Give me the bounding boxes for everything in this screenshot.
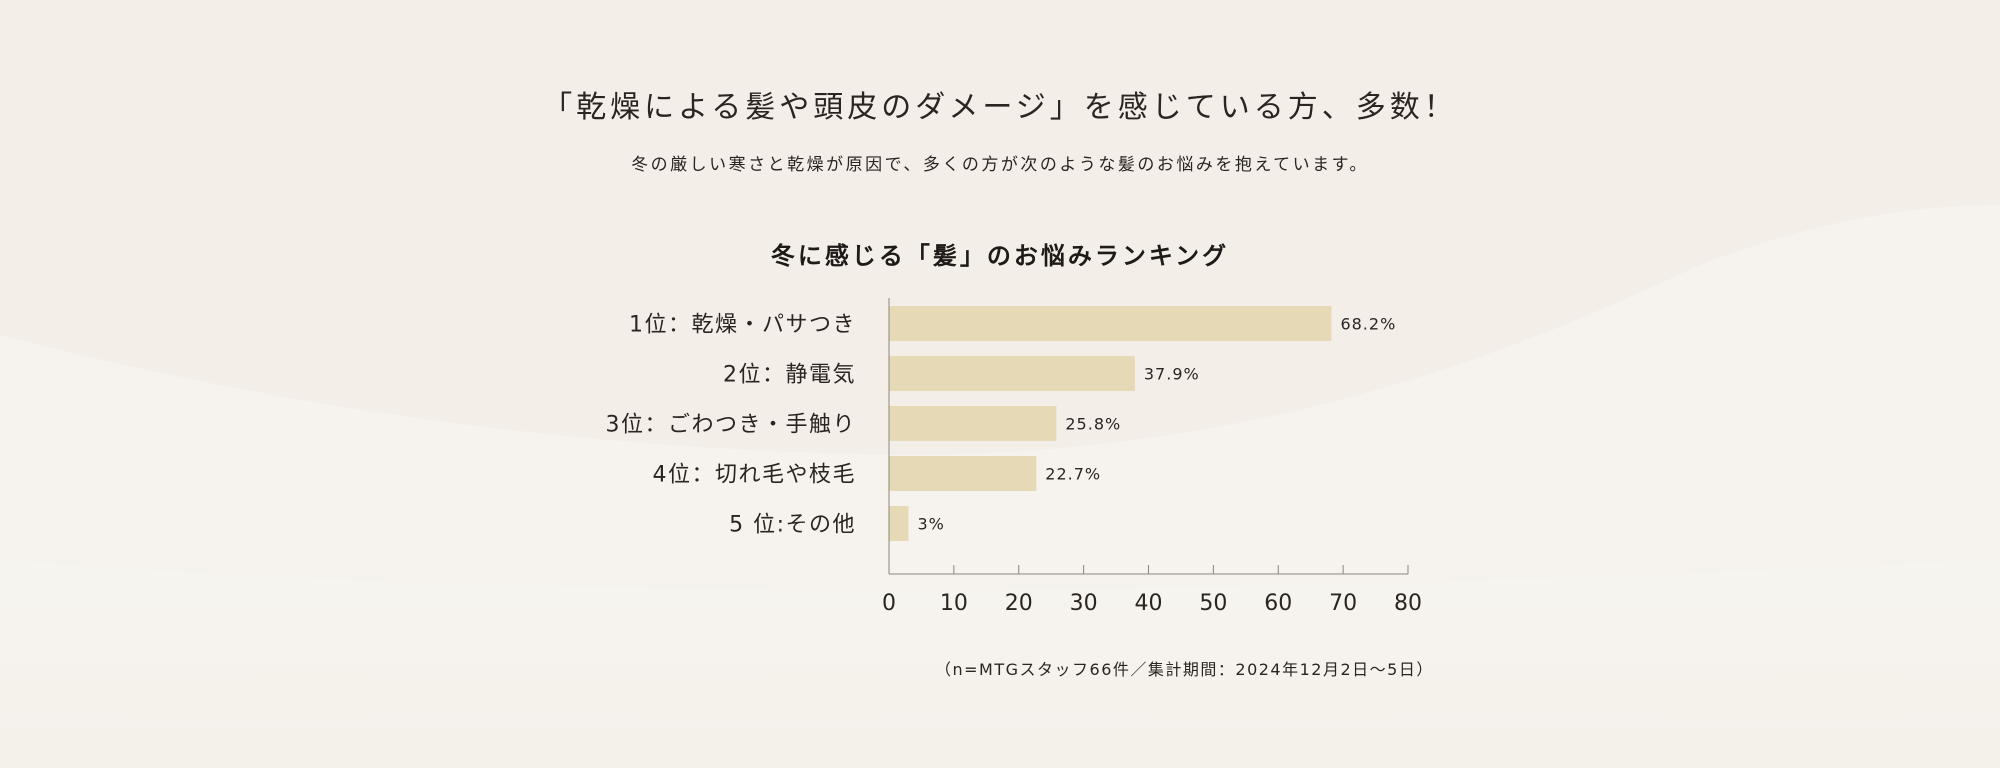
bar xyxy=(889,406,1057,441)
x-tick-label: 20 xyxy=(1005,591,1033,616)
x-tick-label: 40 xyxy=(1135,591,1163,616)
x-tick-label: 30 xyxy=(1070,591,1098,616)
x-tick-label: 0 xyxy=(882,591,896,616)
x-tick-label: 10 xyxy=(940,591,968,616)
subheadline: 冬の厳しい寒さと乾燥が原因で、多くの方が次のような髪のお悩みを抱えています。 xyxy=(631,155,1369,175)
survey-note: （n=MTGスタッフ66件／集計期間：2024年12月2日〜5日） xyxy=(935,660,1434,679)
x-tick-label: 60 xyxy=(1264,591,1292,616)
category-label: 3位：ごわつき・手触り xyxy=(606,413,857,438)
category-label: 5 位:その他 xyxy=(729,513,856,538)
value-label: 22.7% xyxy=(1045,465,1101,484)
value-label: 37.9% xyxy=(1144,365,1200,384)
bar xyxy=(889,306,1332,341)
x-tick-label: 70 xyxy=(1329,591,1357,616)
value-label: 25.8% xyxy=(1065,415,1121,434)
x-tick-label: 80 xyxy=(1394,591,1422,616)
bar xyxy=(889,506,909,541)
category-label: 2位：静電気 xyxy=(723,363,856,388)
category-label: 4位：切れ毛や枝毛 xyxy=(653,463,857,488)
x-tick-label: 50 xyxy=(1199,591,1227,616)
category-label: 1位：乾燥・パサつき xyxy=(629,313,856,338)
value-label: 68.2% xyxy=(1340,315,1396,334)
bar xyxy=(889,356,1135,391)
bar xyxy=(889,456,1037,491)
chart-title: 冬に感じる「髪」のお悩みランキング xyxy=(770,242,1230,270)
value-label: 3% xyxy=(917,515,944,534)
headline: 「乾燥による髪や頭皮のダメージ」を感じている方、多数！ xyxy=(542,90,1458,125)
